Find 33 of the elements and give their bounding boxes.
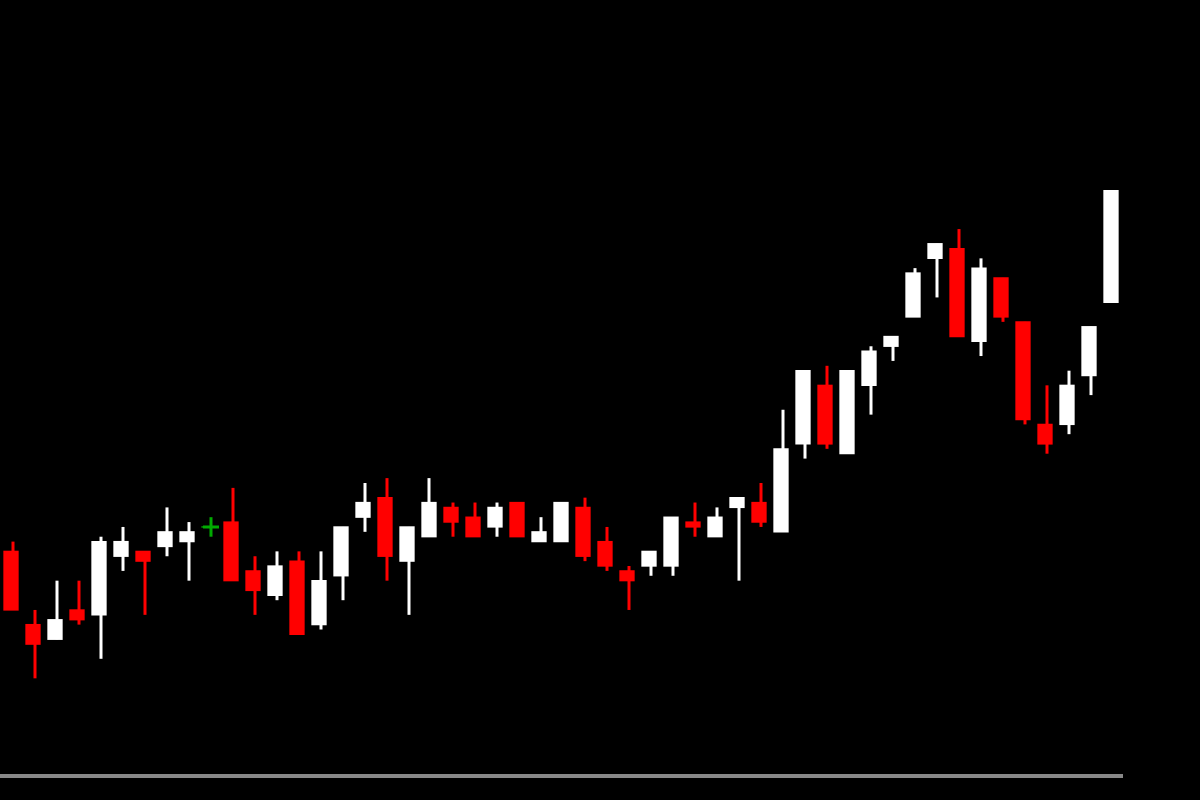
candlestick (905, 266, 921, 319)
candlestick (355, 481, 371, 534)
candlestick (1059, 369, 1075, 436)
candlestick (751, 481, 767, 529)
candlestick (245, 554, 261, 617)
candlestick (993, 276, 1009, 324)
candlestick (685, 501, 701, 539)
candlestick (861, 344, 877, 417)
candlestick (311, 549, 327, 631)
candlestick (69, 579, 85, 627)
candlestick (883, 335, 899, 363)
candlestick (179, 520, 195, 583)
candlestick (927, 242, 943, 299)
candlestick (443, 501, 459, 539)
candlestick (47, 579, 63, 641)
candlestick (421, 476, 437, 539)
candlestick (619, 564, 635, 612)
candlestick (113, 525, 129, 573)
candlestick (707, 505, 723, 539)
candlestick (267, 549, 283, 602)
candlestick (157, 505, 173, 558)
candlestick (25, 608, 41, 680)
candlestick (729, 496, 745, 583)
candlestick (641, 549, 657, 578)
candlestick (509, 501, 525, 538)
candlestick (465, 501, 481, 539)
candlestick (553, 501, 569, 543)
candlestick (1037, 383, 1053, 456)
candlestick (135, 549, 151, 617)
candlestick (597, 525, 613, 573)
candlestick (487, 501, 503, 539)
candlestick (531, 515, 547, 544)
candlestick (399, 525, 415, 617)
